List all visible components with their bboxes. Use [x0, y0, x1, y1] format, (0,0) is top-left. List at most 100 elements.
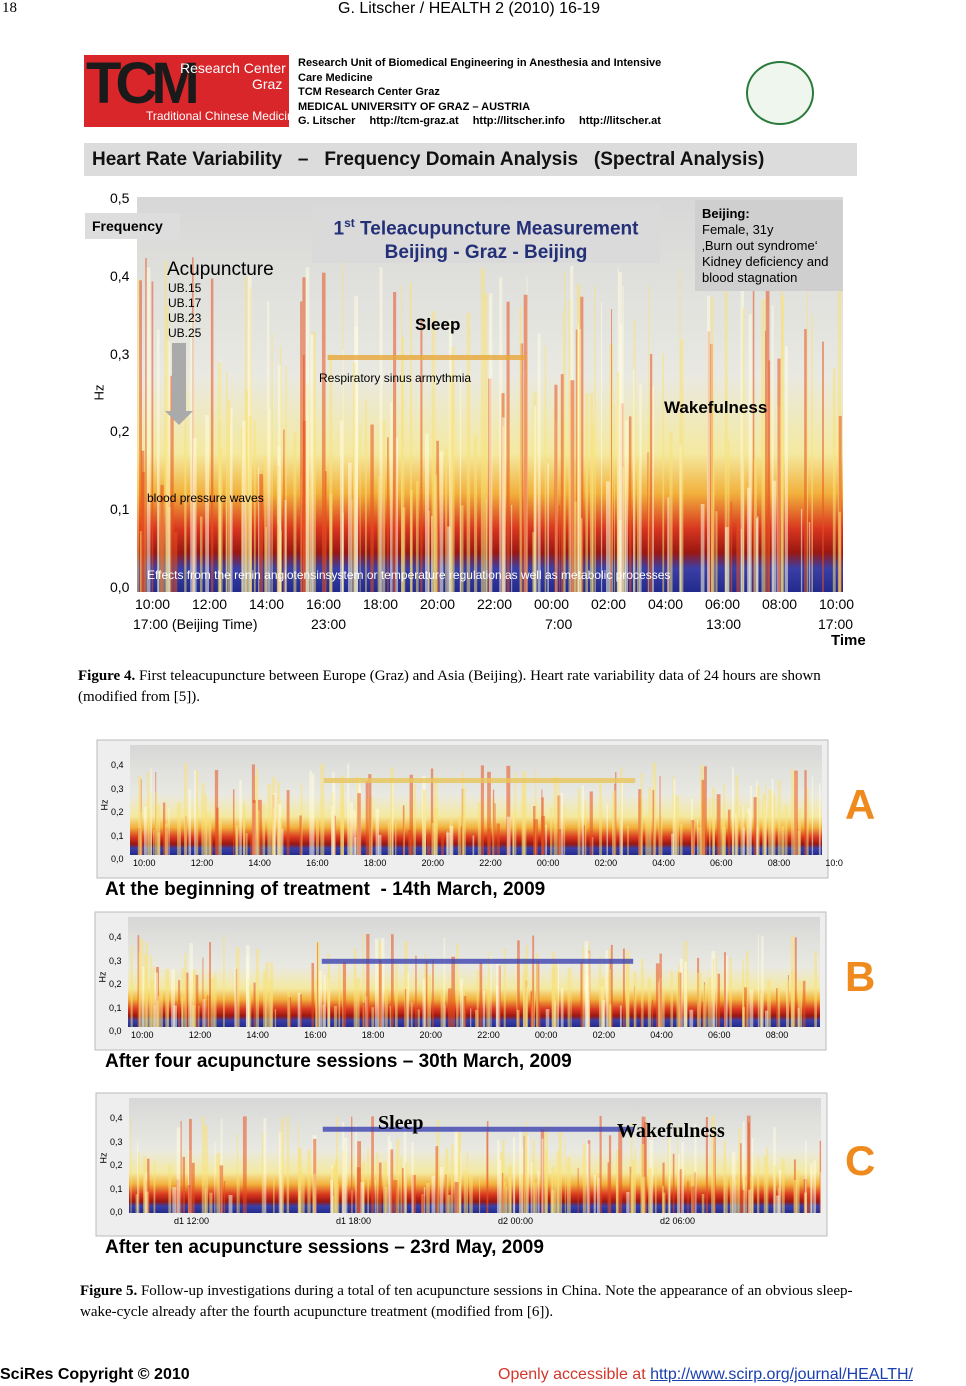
spectral-streak: [410, 1002, 413, 1027]
x-tick-label: 16:00: [306, 596, 342, 612]
spectral-streak: [370, 424, 374, 592]
spectral-streak: [165, 968, 169, 1027]
spectral-streak: [577, 323, 579, 592]
spectral-streak: [255, 948, 259, 1027]
spectral-streak: [712, 958, 715, 1027]
spectral-streak: [137, 278, 139, 592]
spectral-streak: [748, 1189, 751, 1213]
spectral-streak: [554, 384, 558, 592]
spectral-streak: [277, 364, 281, 592]
y-tick-label: 0,3: [109, 955, 122, 966]
spectral-streak: [684, 961, 688, 1027]
spectral-streak: [359, 425, 361, 592]
y-tick-label: 0,0: [110, 1207, 123, 1218]
spectral-streak: [338, 1184, 340, 1213]
spectral-streak: [553, 776, 558, 855]
spectral-streak: [157, 995, 160, 1027]
spectral-streak: [723, 1139, 726, 1213]
spectral-streak: [808, 522, 811, 592]
spectral-streak: [596, 1177, 601, 1213]
spectral-streak: [378, 959, 382, 1027]
panel-letter: C: [845, 1136, 876, 1184]
spectral-streak: [205, 415, 210, 592]
author: G. Litscher: [298, 115, 356, 127]
x-tick-label: 18:00: [363, 858, 387, 868]
spectral-streak: [164, 823, 168, 855]
spectral-streak: [422, 789, 427, 855]
spectral-streak: [391, 934, 394, 1027]
spectral-streak: [321, 272, 326, 592]
spectral-streak: [638, 789, 642, 855]
spectral-streak: [458, 1164, 461, 1213]
spectral-streak: [608, 948, 611, 1027]
spectral-streak: [630, 1173, 634, 1213]
spectral-streak: [652, 790, 655, 855]
spectral-streak: [712, 815, 715, 855]
spectral-streak: [242, 420, 246, 592]
spectral-streak: [274, 1009, 277, 1027]
spectral-streak: [176, 1127, 181, 1213]
x-tick-label: 18:00: [361, 1030, 385, 1040]
spectral-streak: [672, 1153, 675, 1213]
spectral-streak: [711, 297, 714, 592]
spectral-streak: [553, 961, 558, 1027]
x-tick-label: 10:00: [133, 858, 156, 868]
spectral-streak: [545, 1009, 550, 1027]
spectral-streak: [759, 991, 763, 1027]
spectral-streak: [293, 432, 297, 592]
spectral-streak: [245, 390, 249, 592]
spectral-streak: [267, 784, 272, 855]
spectral-streak: [477, 802, 482, 855]
x-tick-label: 02:00: [591, 596, 627, 612]
spectrogram: [129, 1098, 821, 1213]
spectral-streak: [149, 955, 153, 1027]
spectral-streak: [593, 1174, 596, 1213]
spectral-streak: [387, 437, 389, 592]
spectral-streak: [155, 791, 158, 855]
spectral-streak: [667, 497, 670, 592]
spectral-streak: [534, 819, 538, 855]
spectral-streak: [312, 331, 316, 592]
spectral-streak: [431, 822, 435, 855]
spectral-streak: [139, 280, 143, 592]
spectral-streak: [570, 380, 575, 592]
spectral-streak: [523, 294, 528, 592]
spectral-streak: [393, 1180, 398, 1213]
spectral-streak: [286, 790, 290, 855]
spectral-streak: [147, 1158, 150, 1213]
rsa-label: Respiratory sinus armythmia: [319, 371, 472, 385]
spectral-streak: [343, 1137, 348, 1213]
spectral-streak: [484, 293, 488, 592]
x-tick-label: 10:00: [135, 596, 171, 612]
spectral-streak: [807, 1187, 811, 1213]
beijing-tick-label: 13:00: [706, 616, 742, 632]
spectral-streak: [798, 809, 801, 855]
spectral-streak: [411, 1142, 414, 1213]
spectral-streak: [378, 834, 382, 855]
access-text: Openly accessible at: [498, 1366, 651, 1383]
spectral-streak: [433, 776, 438, 855]
spectral-streak: [357, 793, 361, 855]
spectral-streak: [755, 785, 760, 855]
spectral-streak: [273, 1177, 275, 1213]
spectral-streak: [389, 1006, 392, 1027]
spectral-streak: [743, 1180, 748, 1213]
spectral-streak: [558, 505, 561, 592]
spectral-streak: [530, 1162, 533, 1213]
spectral-streak: [608, 1135, 612, 1213]
panel-caption: After four acupuncture sessions – 30th M…: [105, 1051, 572, 1072]
spectral-streak: [462, 787, 466, 855]
spectral-streak: [777, 358, 781, 592]
spectral-streak: [715, 511, 718, 592]
spectral-streak: [192, 437, 197, 592]
spectral-streak: [138, 776, 142, 855]
spectral-streak: [753, 797, 757, 855]
spectral-streak: [348, 826, 353, 855]
spectral-streak: [404, 941, 408, 1027]
spectral-streak: [440, 988, 445, 1027]
spectral-streak: [173, 1005, 177, 1027]
x-tick-label: d2 00:00: [498, 1216, 534, 1226]
spectral-streak: [264, 455, 267, 592]
spectral-streak: [512, 812, 515, 855]
spectral-streak: [647, 978, 652, 1027]
